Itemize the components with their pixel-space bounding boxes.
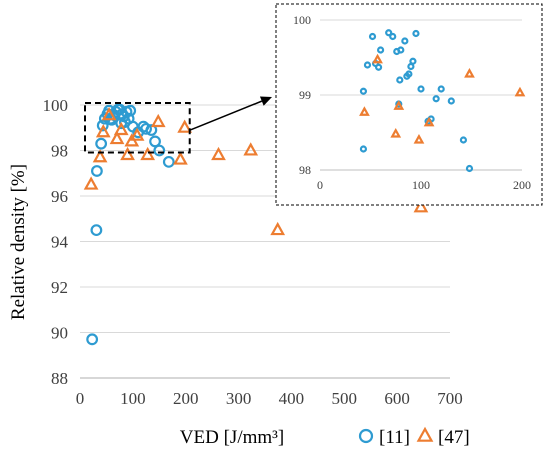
x-tick-labels: 0 100 200 300 400 500 600 700	[76, 389, 463, 408]
y-tick-label: 88	[51, 369, 68, 388]
inset-x-tick-labels: 0 100 200	[317, 178, 531, 192]
x-tick-label: 600	[384, 389, 410, 408]
inset-data-point-triangle	[372, 53, 383, 64]
inset-data-point-circle	[437, 85, 445, 93]
legend-label-series-1: [11]	[379, 427, 410, 448]
inset-data-point-circle	[409, 57, 417, 65]
y-tick-label: 94	[51, 233, 69, 252]
inset-data-point-circle	[447, 97, 455, 105]
data-point-triangle	[243, 142, 259, 156]
legend-label-series-2: [47]	[438, 427, 470, 448]
y-tick-label: 92	[51, 278, 68, 297]
y-tick-label: 96	[51, 187, 68, 206]
data-point-triangle	[211, 146, 226, 161]
inset-y-tick-labels: 98 99 100	[293, 13, 311, 177]
inset-data-point-circle	[459, 136, 468, 144]
inset-frame	[275, 3, 543, 206]
data-point-triangle	[109, 130, 125, 145]
legend-circle-icon	[358, 428, 374, 444]
legend-marker-triangle	[416, 426, 434, 442]
x-tick-label: 400	[279, 389, 305, 408]
inset-data-point-circle	[465, 164, 474, 173]
data-point-circle	[86, 333, 99, 346]
x-tick-label: 100	[120, 389, 146, 408]
inset-data-point-circle	[397, 46, 405, 54]
inset-data-point-circle	[405, 70, 413, 78]
data-point-circle	[124, 104, 137, 117]
inset-data-point-triangle	[413, 133, 425, 144]
y-axis-label: Relative density [%]	[8, 164, 29, 320]
inset-data-point-circle	[389, 32, 397, 41]
inset-data-point-circle	[432, 95, 440, 103]
inset-data-point-triangle	[464, 67, 475, 78]
inset-y-tick-label: 98	[299, 163, 311, 177]
inset-data-point-triangle	[393, 100, 405, 110]
inset-data-point-circle	[396, 76, 404, 84]
inset-data-point-circle	[401, 37, 409, 45]
x-tick-label: 500	[332, 389, 358, 408]
inset-gridlines	[320, 19, 522, 96]
data-point-circle	[95, 137, 108, 150]
data-point-triangle	[270, 221, 286, 236]
inset-data-point-circle	[359, 87, 368, 95]
data-point-triangle	[83, 176, 99, 190]
inset-y-tick-label: 99	[299, 88, 311, 102]
data-point-triangle	[95, 124, 111, 138]
data-point-circle	[90, 224, 103, 237]
data-point-triangle	[413, 199, 429, 213]
data-point-triangle	[92, 149, 108, 163]
inset-y-tick-label: 100	[293, 13, 311, 27]
data-point-triangle	[150, 113, 166, 128]
data-point-circle	[91, 165, 103, 177]
x-axis-label: VED [J/mm³]	[180, 427, 284, 448]
inset-data-point-circle	[377, 46, 385, 54]
inset-data-point-circle	[359, 145, 368, 153]
inset-data-point-triangle	[514, 86, 526, 97]
inset-x-tick-label: 100	[412, 178, 430, 192]
inset-x-tick-label: 200	[513, 178, 531, 192]
data-point-triangle	[177, 119, 193, 133]
inset-data-point-triangle	[390, 127, 402, 138]
inset-data-point-circle	[374, 63, 383, 71]
data-point-circle	[140, 122, 152, 135]
inset-data-point-triangle	[423, 116, 435, 127]
inset-data-point-circle	[368, 32, 377, 41]
legend: [11] [47]	[358, 426, 470, 448]
data-point-circle	[162, 155, 175, 168]
inset-data-point-circle	[412, 29, 420, 38]
main-plot-points	[83, 103, 429, 346]
inset-plot-points	[359, 29, 526, 173]
data-point-circle	[153, 144, 166, 157]
data-point-triangle	[140, 146, 156, 161]
data-point-circle	[96, 119, 109, 132]
data-point-circle	[149, 135, 161, 148]
inset-data-point-triangle	[359, 106, 370, 116]
y-tick-label: 98	[51, 142, 68, 161]
x-tick-label: 700	[437, 389, 463, 408]
zoom-region-box	[84, 102, 191, 154]
inset-data-point-circle	[417, 85, 425, 93]
data-point-triangle	[129, 127, 145, 141]
data-point-triangle	[173, 151, 188, 165]
zoom-arrowhead	[259, 96, 272, 106]
inset-data-point-circle	[385, 29, 393, 37]
data-point-triangle	[120, 146, 135, 161]
zoom-arrow	[189, 100, 263, 131]
legend-triangle-icon	[416, 426, 434, 442]
x-tick-label: 300	[226, 389, 252, 408]
inset-chart: 0 100 200 98 99 100	[275, 3, 543, 206]
data-point-triangle	[101, 107, 117, 121]
inset-x-tick-label: 0	[317, 178, 323, 192]
legend-marker-circle	[358, 428, 374, 444]
data-point-triangle	[113, 121, 129, 136]
inset-data-point-circle	[363, 61, 372, 69]
y-tick-labels: 88 90 92 94 96 98 100	[43, 96, 69, 388]
y-tick-label: 100	[43, 96, 69, 115]
x-tick-label: 0	[76, 389, 85, 408]
main-gridlines	[80, 104, 450, 333]
x-tick-label: 200	[173, 389, 199, 408]
data-point-circle	[145, 124, 158, 136]
y-tick-label: 90	[51, 324, 68, 343]
